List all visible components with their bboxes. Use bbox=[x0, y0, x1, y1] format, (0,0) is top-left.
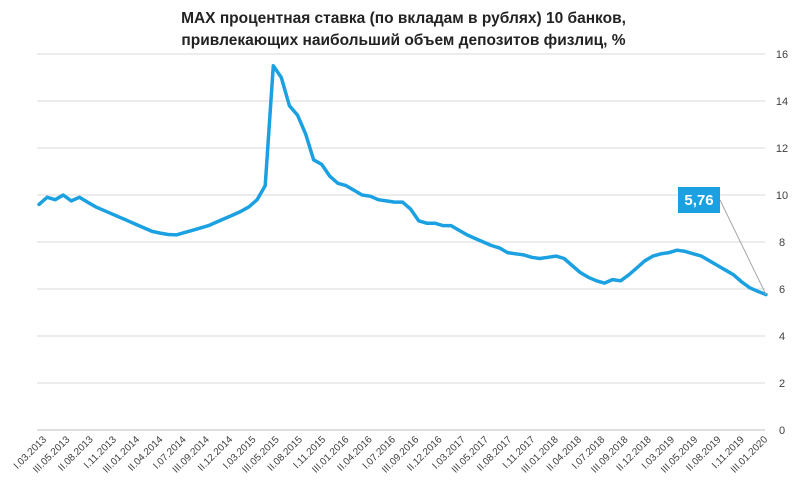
callout-box bbox=[678, 187, 720, 213]
y-tick-label: 8 bbox=[779, 237, 785, 249]
callout-leader-line bbox=[719, 199, 767, 295]
y-tick-label: 10 bbox=[776, 190, 788, 202]
chart-title-line-1: MAX процентная ставка (по вкладам в рубл… bbox=[181, 10, 626, 27]
y-tick-label: 2 bbox=[779, 378, 785, 390]
y-tick-label: 16 bbox=[776, 49, 788, 61]
value-callout: 5,76 bbox=[678, 187, 767, 295]
y-tick-label: 0 bbox=[779, 425, 785, 437]
y-tick-label: 12 bbox=[776, 143, 788, 155]
chart-title-line-2: привлекающих наибольший объем депозитов … bbox=[181, 32, 626, 49]
x-axis: I.03.2013III.05.2013II.08.2013I.11.2013I… bbox=[12, 434, 771, 476]
y-axis: 0 2 4 6 8 10 12 14 16 bbox=[776, 49, 788, 437]
series-line bbox=[37, 64, 768, 297]
y-tick-label: 6 bbox=[779, 284, 785, 296]
series-layer bbox=[37, 64, 768, 297]
y-tick-label: 14 bbox=[776, 96, 788, 108]
callout-label: 5,76 bbox=[684, 192, 713, 209]
gridlines bbox=[37, 53, 765, 431]
chart-title: MAX процентная ставка (по вкладам в рубл… bbox=[0, 8, 807, 52]
y-tick-label: 4 bbox=[779, 331, 785, 343]
